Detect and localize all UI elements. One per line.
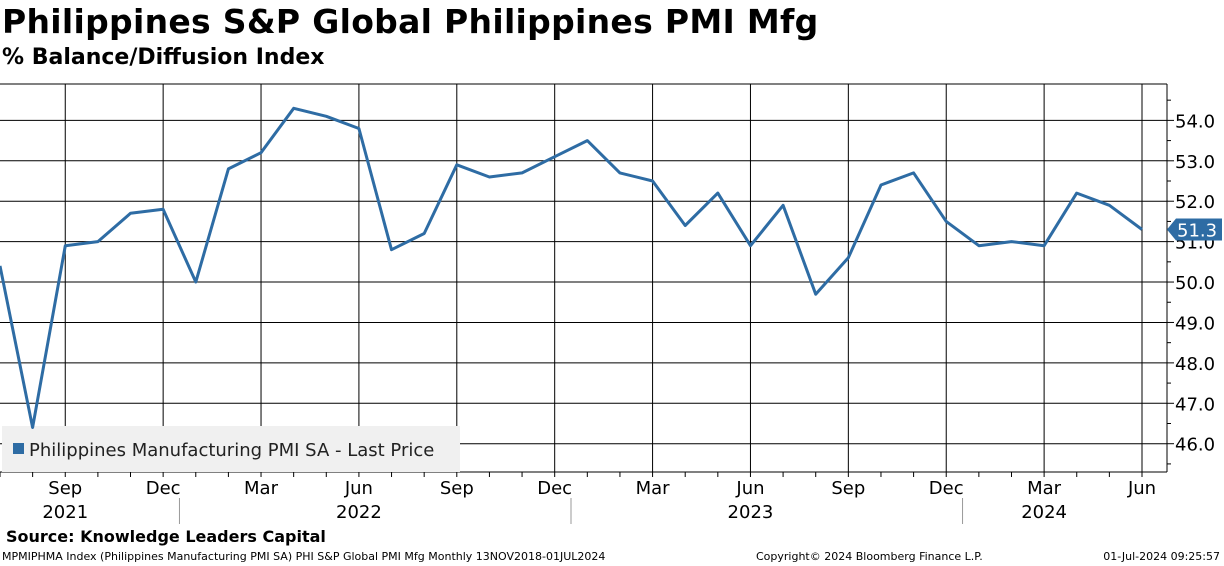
chart-subtitle: % Balance/Diffusion Index bbox=[2, 45, 325, 70]
x-tick-label: Mar bbox=[636, 478, 671, 499]
last-value-badge: 51.3 bbox=[1167, 218, 1222, 242]
last-value-marker bbox=[1167, 218, 1222, 241]
x-tick-label: Sep bbox=[48, 478, 82, 499]
legend-background bbox=[2, 426, 460, 472]
copyright-note: Copyright© 2024 Bloomberg Finance L.P. bbox=[756, 550, 983, 563]
x-tick-label: Sep bbox=[831, 478, 865, 499]
last-value-label: 51.3 bbox=[1177, 221, 1217, 242]
y-tick-label: 48.0 bbox=[1175, 354, 1215, 375]
year-label: 2022 bbox=[336, 502, 382, 523]
year-label: 2021 bbox=[42, 502, 88, 523]
y-tick-label: 50.0 bbox=[1175, 273, 1215, 294]
source-note: Source: Knowledge Leaders Capital bbox=[6, 527, 326, 546]
x-tick-label: Dec bbox=[146, 478, 181, 499]
legend: Philippines Manufacturing PMI SA - Last … bbox=[2, 426, 460, 472]
timestamp: 01-Jul-2024 09:25:57 bbox=[1103, 550, 1220, 563]
chart-title: Philippines S&P Global Philippines PMI M… bbox=[2, 2, 819, 41]
x-tick-label: Mar bbox=[1027, 478, 1062, 499]
x-tick-label: Mar bbox=[244, 478, 279, 499]
y-tick-label: 49.0 bbox=[1175, 313, 1215, 334]
x-tick-label: Jun bbox=[735, 478, 764, 499]
y-tick-label: 46.0 bbox=[1175, 435, 1215, 456]
y-tick-label: 52.0 bbox=[1175, 192, 1215, 213]
x-tick-label: Jun bbox=[344, 478, 373, 499]
series-line bbox=[0, 106, 1143, 429]
legend-label: Philippines Manufacturing PMI SA - Last … bbox=[29, 440, 434, 461]
x-tick-label: Jun bbox=[1127, 478, 1156, 499]
y-tick-label: 47.0 bbox=[1175, 394, 1215, 415]
x-tick-label: Dec bbox=[537, 478, 572, 499]
y-tick-label: 53.0 bbox=[1175, 152, 1215, 173]
x-tick-label: Dec bbox=[929, 478, 964, 499]
legend-swatch bbox=[13, 443, 24, 454]
y-tick-label: 54.0 bbox=[1175, 111, 1215, 132]
year-label: 2023 bbox=[728, 502, 774, 523]
year-label: 2024 bbox=[1021, 502, 1067, 523]
series-description: MPMIPHMA Index (Philippines Manufacturin… bbox=[2, 550, 606, 563]
x-tick-label: Sep bbox=[440, 478, 474, 499]
